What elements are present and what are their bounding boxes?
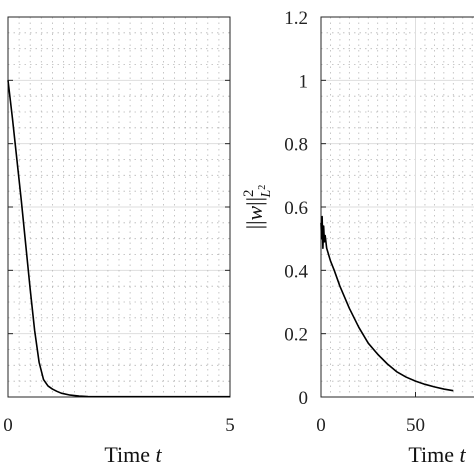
x-tick-label: 0 [3, 415, 13, 436]
x-axis-label: Time t [104, 442, 162, 467]
y-tick-label: 0.2 [284, 325, 308, 346]
series-line [320, 215, 454, 392]
x-axis-label-var: t [460, 442, 467, 467]
x-tick-label: 50 [406, 415, 425, 436]
x-tick-label: 5 [225, 415, 235, 436]
y-tick-label: 0.8 [284, 135, 308, 156]
y-tick-label: 0 [299, 388, 309, 409]
x-axis-label-text: Time [408, 442, 459, 467]
y-tick-label: 1.2 [284, 8, 308, 29]
series-line [7, 80, 230, 398]
right-plot-panel: 0 50 0 0.2 0.4 0.6 0.8 1 1.2 Time t ||w||2 L2 [241, 8, 474, 467]
left-plot-panel: 0 5 Time t [3, 16, 235, 467]
y-tick-label: 0.4 [284, 261, 308, 282]
y-tick-label: 1 [299, 71, 309, 92]
x-axis-label-var: t [156, 442, 163, 467]
y-axis-label: ||w||2 L2 [241, 185, 274, 230]
x-axis-label-text: Time [104, 442, 155, 467]
x-axis-label: Time t [408, 442, 466, 467]
x-tick-label: 0 [316, 415, 326, 436]
y-tick-label: 0.6 [284, 198, 308, 219]
